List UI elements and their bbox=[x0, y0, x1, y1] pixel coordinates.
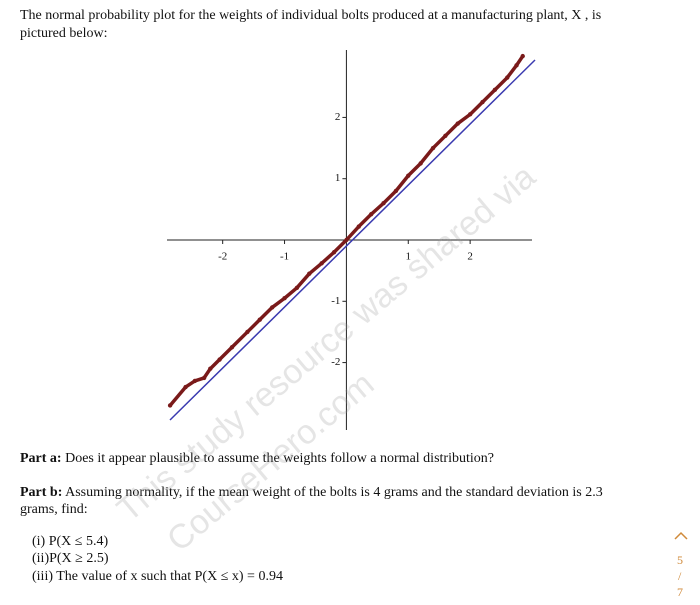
part-label: Part a: bbox=[20, 451, 62, 466]
data-point bbox=[492, 87, 498, 93]
data-point bbox=[208, 366, 213, 371]
item: (iii) The value of x such that P(X ≤ x) … bbox=[32, 569, 283, 584]
x-tick-label: -2 bbox=[218, 251, 227, 263]
part-text: Does it appear plausible to assume the w… bbox=[65, 451, 494, 466]
data-point bbox=[381, 201, 386, 206]
data-point bbox=[201, 375, 207, 381]
data-point bbox=[331, 250, 337, 255]
data-point bbox=[406, 173, 411, 178]
data-point bbox=[443, 133, 448, 139]
data-point bbox=[393, 188, 399, 194]
data-point bbox=[520, 53, 525, 59]
data-point bbox=[257, 317, 262, 322]
intro-line: The normal probability plot for the weig… bbox=[20, 8, 602, 23]
data-point bbox=[467, 112, 473, 117]
x-tick-label: 1 bbox=[406, 251, 412, 263]
data-point bbox=[217, 357, 222, 362]
data-point bbox=[480, 99, 485, 105]
data-point bbox=[514, 63, 519, 68]
intro-line: pictured below: bbox=[20, 26, 108, 41]
data-point bbox=[282, 296, 287, 301]
data-point bbox=[307, 271, 312, 276]
data-point bbox=[418, 161, 423, 166]
y-tick-label: -2 bbox=[331, 356, 340, 368]
data-point bbox=[505, 75, 510, 80]
y-tick-label: 1 bbox=[335, 172, 341, 184]
part-a: Part a: Does it appear plausible to assu… bbox=[20, 451, 494, 467]
probability-plot: -2 -1 1 2 -2 -1 1 2 bbox=[167, 50, 536, 430]
data-point bbox=[455, 121, 460, 126]
part-label: Part b: bbox=[20, 485, 63, 500]
data-point bbox=[167, 403, 173, 408]
data-point bbox=[344, 237, 349, 243]
y-tick-label: -1 bbox=[331, 295, 340, 307]
data-point bbox=[319, 261, 324, 266]
y-tick-label: 2 bbox=[335, 111, 341, 123]
data-point bbox=[192, 378, 198, 384]
item: (ii)P(X ≥ 2.5) bbox=[32, 551, 109, 566]
data-point bbox=[356, 224, 361, 229]
data-point bbox=[294, 285, 300, 291]
part-text: Assuming normality, if the mean weight o… bbox=[65, 485, 603, 500]
x-tick-label: -1 bbox=[280, 251, 289, 263]
data-point bbox=[229, 345, 235, 350]
reference-line bbox=[169, 59, 536, 421]
data-point bbox=[183, 384, 188, 390]
part-text: grams, find: bbox=[20, 502, 88, 517]
x-tick-label: 2 bbox=[467, 251, 473, 263]
data-point bbox=[245, 329, 250, 335]
part-b: Part b: Assuming normality, if the mean … bbox=[20, 485, 603, 501]
page-number: 5 bbox=[677, 553, 683, 567]
data-point bbox=[368, 212, 374, 217]
page-total: 7 bbox=[677, 585, 683, 599]
item: (i) P(X ≤ 5.4) bbox=[32, 534, 109, 549]
page-sep: / bbox=[678, 569, 682, 583]
nav-up[interactable] bbox=[671, 530, 691, 542]
data-point bbox=[430, 145, 436, 151]
data-point bbox=[269, 305, 275, 310]
